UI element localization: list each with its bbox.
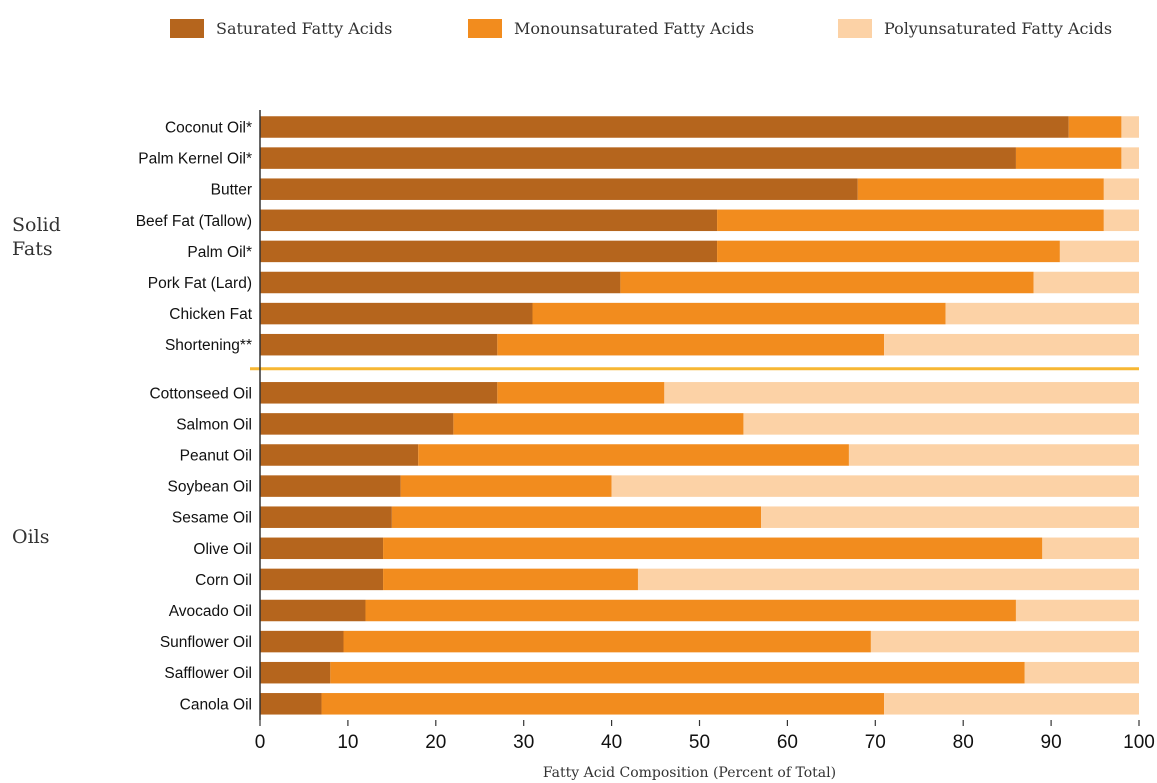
group-label: Fats (12, 238, 53, 260)
bar-segment (260, 475, 401, 497)
bar-segment (1121, 147, 1139, 169)
bar-segment (260, 302, 533, 325)
bar-segment (497, 333, 885, 356)
bar-segment (717, 240, 1060, 263)
group-label: Oils (12, 526, 49, 548)
bar-segment (418, 444, 849, 466)
bar-segment (1024, 661, 1139, 684)
bar-segment (857, 178, 1104, 200)
x-tick-label: 60 (777, 732, 798, 753)
x-tick-label: 90 (1041, 732, 1062, 753)
category-label: Palm Kernel Oil* (138, 151, 252, 168)
x-tick-label: 20 (425, 732, 446, 753)
bar-segment (870, 630, 1139, 653)
category-label: Coconut Oil* (165, 120, 252, 137)
bar-segment (611, 475, 1139, 497)
bar-segment (330, 661, 1025, 684)
bar-segment (260, 506, 392, 528)
x-tick-label: 100 (1123, 732, 1155, 753)
bar-segment (664, 382, 1139, 404)
category-label: Sesame Oil (172, 510, 252, 527)
bar-segment (260, 382, 498, 404)
bar-segment (497, 382, 665, 404)
bar-segment (1015, 147, 1122, 169)
bar-segment (1015, 599, 1139, 622)
bar-segment (884, 333, 1139, 356)
bar-segment (383, 537, 1043, 560)
bar-segment (260, 413, 454, 435)
bar-segment (1042, 537, 1139, 560)
bar-segment (260, 333, 498, 356)
bar-segment (761, 506, 1139, 528)
category-label: Peanut Oil (180, 448, 252, 465)
bar-segment (260, 568, 384, 591)
bar-segment (637, 568, 1139, 591)
x-tick-label: 70 (865, 732, 886, 753)
bar-segment (1068, 116, 1122, 138)
category-label: Sunflower Oil (160, 634, 252, 651)
bar-segment (260, 444, 419, 466)
bar-segment (1121, 116, 1139, 138)
bar-segment (1103, 178, 1139, 200)
category-label: Palm Oil* (187, 244, 252, 261)
bar-segment (743, 413, 1139, 435)
x-tick-label: 80 (953, 732, 974, 753)
bar-segment (343, 630, 871, 653)
bar-segment (321, 693, 885, 715)
category-label: Safflower Oil (164, 665, 252, 682)
bar-segment (260, 116, 1069, 138)
bar-segment (1033, 271, 1139, 294)
bar-segment (1059, 240, 1139, 263)
category-label: Pork Fat (Lard) (148, 275, 252, 292)
category-label: Avocado Oil (169, 603, 252, 620)
legend-label: Polyunsaturated Fatty Acids (884, 19, 1112, 38)
bar-segment (260, 537, 384, 560)
bar-segment (260, 178, 858, 200)
bar-segment (453, 413, 744, 435)
bar-segment (884, 693, 1139, 715)
bar-segment (260, 147, 1016, 169)
legend-label: Saturated Fatty Acids (216, 19, 392, 38)
bar-segment (717, 209, 1104, 232)
bar-segment (383, 568, 638, 591)
category-label: Chicken Fat (169, 306, 252, 323)
bar-segment (260, 693, 322, 715)
bar-segment (620, 271, 1034, 294)
category-label: Soybean Oil (168, 479, 252, 496)
x-tick-label: 10 (337, 732, 358, 753)
bar-segment (945, 302, 1139, 325)
legend-label: Monounsaturated Fatty Acids (514, 19, 754, 38)
legend-swatch (468, 19, 502, 38)
legend-swatch (170, 19, 204, 38)
bar-segment (260, 630, 344, 653)
category-label: Corn Oil (195, 572, 252, 589)
bar-segment (400, 475, 612, 497)
bar-segment (260, 661, 331, 684)
category-label: Cottonseed Oil (149, 385, 252, 402)
x-tick-label: 50 (689, 732, 710, 753)
bar-segment (532, 302, 946, 325)
bar-segment (260, 240, 718, 263)
bar-segment (260, 209, 718, 232)
bar-segment (391, 506, 762, 528)
bar-segment (848, 444, 1139, 466)
category-label: Canola Oil (180, 696, 252, 713)
x-tick-label: 40 (601, 732, 622, 753)
x-axis-title: Fatty Acid Composition (Percent of Total… (543, 765, 836, 781)
bar-segment (260, 271, 621, 294)
category-label: Salmon Oil (176, 416, 252, 433)
category-label: Olive Oil (193, 541, 252, 558)
category-label: Shortening** (165, 337, 252, 354)
bar-segment (1103, 209, 1139, 232)
category-label: Butter (211, 182, 252, 199)
x-tick-label: 0 (255, 732, 266, 753)
bar-segment (260, 599, 366, 622)
x-tick-label: 30 (513, 732, 534, 753)
category-label: Beef Fat (Tallow) (136, 213, 252, 230)
bar-segment (365, 599, 1016, 622)
group-label: Solid (12, 214, 61, 236)
legend-swatch (838, 19, 872, 38)
